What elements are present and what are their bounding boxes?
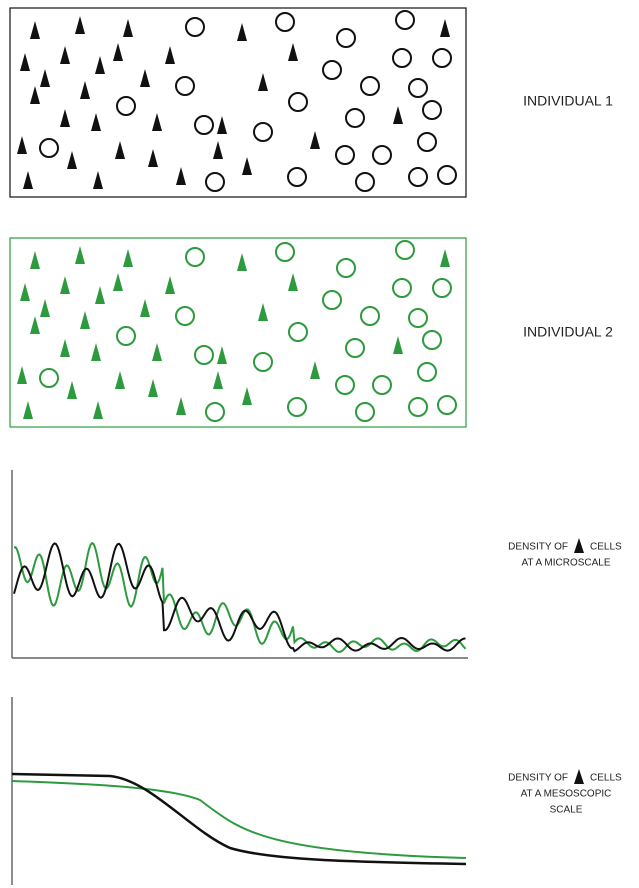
triangle-icon xyxy=(574,769,584,784)
panel-label: INDIVIDUAL 2 xyxy=(523,324,613,340)
micro-curve-1 xyxy=(14,543,466,651)
micro-curve-2 xyxy=(14,543,466,652)
meso-curve-1 xyxy=(12,774,466,864)
triangle-icon xyxy=(574,538,584,553)
density-label: CELLS xyxy=(590,773,622,784)
panel-label: INDIVIDUAL 1 xyxy=(523,93,613,109)
density-label: AT A MICROSCALE xyxy=(521,558,610,569)
density-label: DENSITY OF xyxy=(508,542,568,553)
individual-1-panel xyxy=(10,8,466,197)
figure: INDIVIDUAL 1 INDIVIDUAL 2 DENSITY OF CEL… xyxy=(0,0,639,888)
density-label: AT A MESOSCOPIC xyxy=(521,789,612,800)
density-label: SCALE xyxy=(550,805,583,816)
density-label: DENSITY OF xyxy=(508,773,568,784)
density-label: CELLS xyxy=(590,542,622,553)
micro-axes xyxy=(12,470,468,658)
individual-2-panel xyxy=(10,238,466,427)
meso-curve-2 xyxy=(12,781,466,858)
